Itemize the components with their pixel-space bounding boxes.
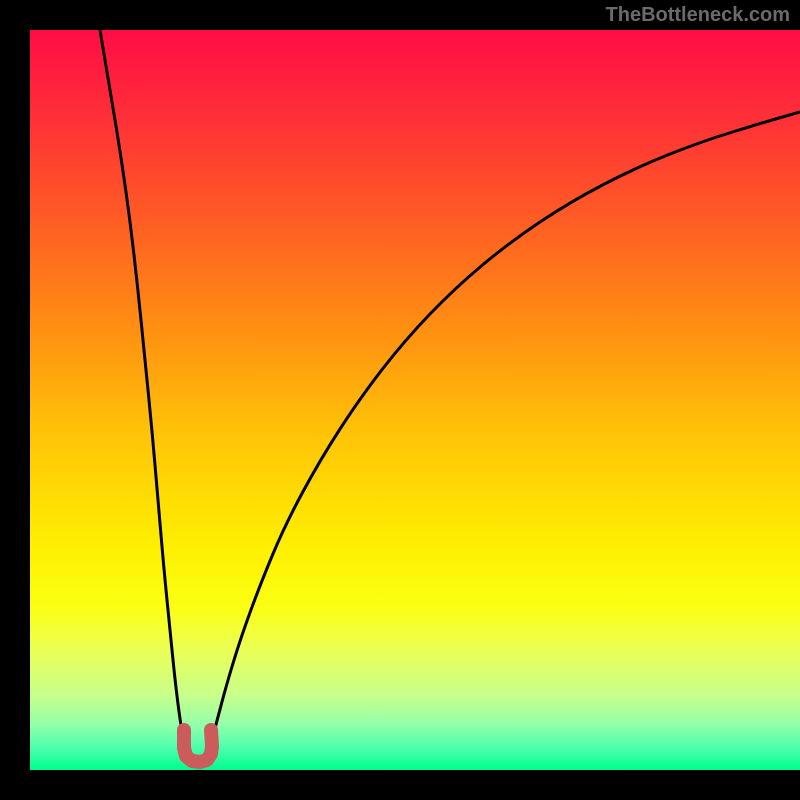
chart-canvas: TheBottleneck.com — [0, 0, 800, 800]
watermark-text: TheBottleneck.com — [606, 4, 790, 27]
chart-svg — [30, 30, 800, 770]
plot-area — [30, 30, 800, 770]
gradient-background — [30, 30, 800, 770]
